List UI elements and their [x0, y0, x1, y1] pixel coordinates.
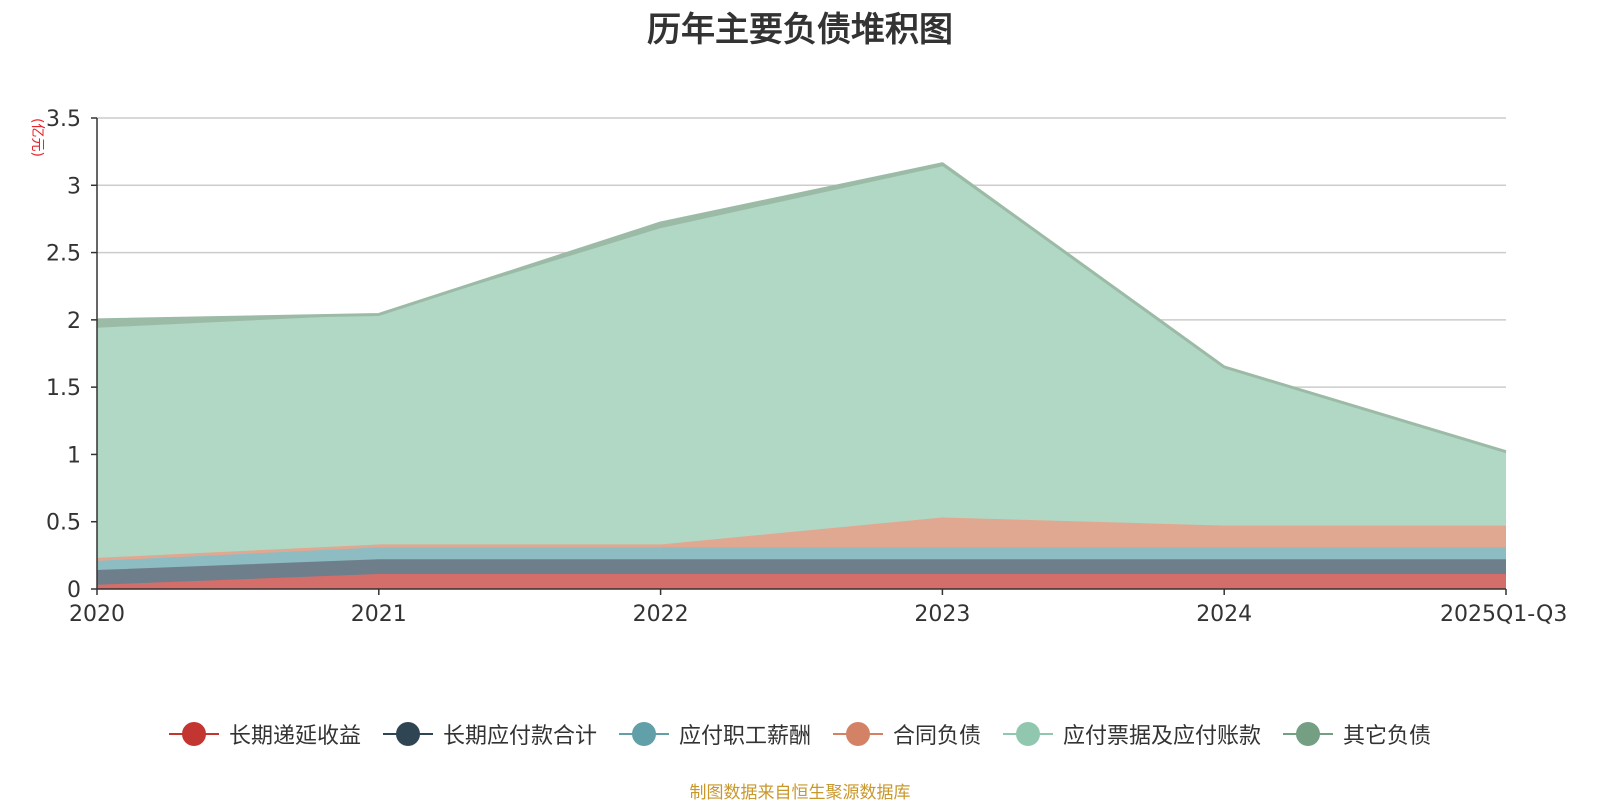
- legend-swatch: [168, 722, 219, 746]
- y-tick-label: 2: [67, 309, 81, 334]
- series-line-2: [96, 559, 1506, 574]
- legend-swatch-dot: [1296, 722, 1321, 746]
- x-tick-label: 2024: [1196, 602, 1252, 627]
- legend-swatch-dot: [846, 722, 870, 746]
- y-tick-label: 1: [67, 443, 81, 468]
- legend-label: 应付职工薪酬: [678, 724, 811, 749]
- legend-item-1[interactable]: 长期递延收益: [168, 718, 361, 750]
- x-tick-label: 2025Q1-Q3: [1440, 602, 1567, 627]
- legend-swatch: [1003, 722, 1054, 746]
- y-tick-label: 0.5: [46, 511, 81, 536]
- series-line-3: [96, 547, 1506, 563]
- legend-label: 合同负债: [893, 724, 982, 749]
- legend-swatch-dot: [631, 722, 656, 746]
- x-tick-label: 2021: [351, 602, 407, 627]
- legend-swatch-dot: [181, 722, 206, 746]
- legend-label: 其它负债: [1343, 724, 1432, 749]
- legend-label: 长期应付款合计: [442, 724, 597, 749]
- y-tick-label: 0: [67, 578, 81, 603]
- series-line-4: [96, 517, 1506, 561]
- series-line-6: [96, 162, 1507, 454]
- x-tick-label: 2020: [69, 602, 125, 627]
- area-series-2: [97, 560, 1506, 587]
- legend-label: 应付票据及应付账款: [1063, 724, 1262, 749]
- chart-title: 历年主要负债堆积图: [647, 10, 953, 50]
- area-series-1: [97, 575, 1506, 589]
- legend-item-2[interactable]: 长期应付款合计: [382, 718, 597, 750]
- y-tick-label: 3.5: [46, 107, 81, 132]
- legend-swatch-dot: [1016, 722, 1041, 746]
- legend-item-6[interactable]: 其它负债: [1283, 718, 1431, 750]
- data-source-note: 制图数据来自恒生聚源数据库: [689, 783, 911, 803]
- x-tick-label: 2023: [914, 602, 970, 627]
- y-tick-label: 2.5: [46, 242, 81, 267]
- legend-swatch-dot: [395, 722, 420, 746]
- legend: 长期递延收益 长期应付款合计 应付职工薪酬 合同负债 应付票据及应付账款 其它负债: [0, 718, 1600, 750]
- legend-swatch: [1283, 722, 1334, 746]
- x-tick-label: 2022: [633, 602, 689, 627]
- series-line-1: [96, 574, 1506, 588]
- legend-item-4[interactable]: 合同负债: [833, 718, 981, 750]
- legend-item-3[interactable]: 应付职工薪酬: [618, 718, 811, 750]
- area-series-4: [97, 519, 1506, 561]
- legend-swatch: [618, 722, 669, 746]
- series-line-5: [96, 166, 1507, 456]
- legend-swatch: [382, 722, 433, 746]
- legend-swatch: [833, 722, 883, 746]
- y-tick-label: 1.5: [46, 376, 81, 401]
- legend-item-5[interactable]: 应付票据及应付账款: [1003, 718, 1261, 750]
- y-tick-label: 3: [67, 174, 81, 199]
- legend-label: 长期递延收益: [228, 724, 361, 749]
- area-series-5: [97, 167, 1506, 560]
